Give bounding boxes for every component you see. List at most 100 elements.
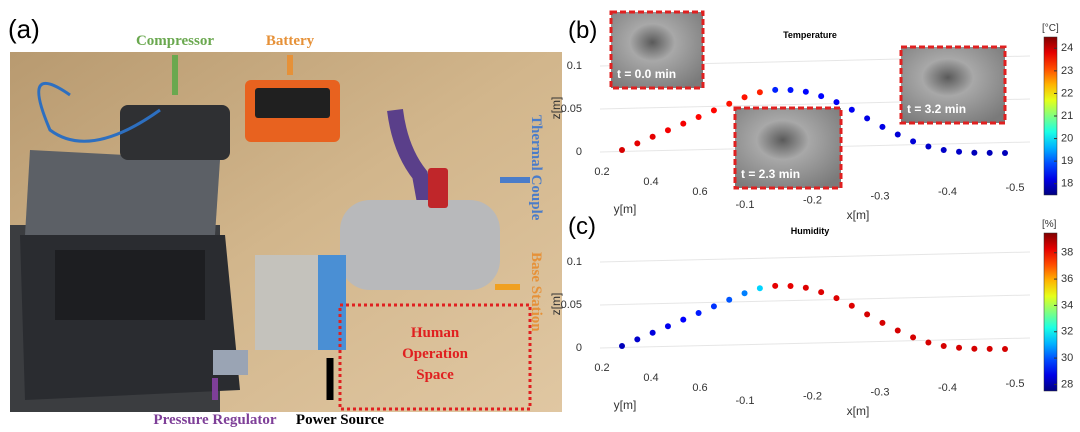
data-point bbox=[925, 339, 932, 346]
y-tick-label: 0.4 bbox=[643, 372, 658, 384]
data-point bbox=[1002, 346, 1008, 352]
x-tick-label: -0.3 bbox=[871, 190, 890, 202]
annotation: Space bbox=[416, 367, 454, 383]
annotation: Thermal Couple bbox=[528, 115, 544, 221]
data-point bbox=[848, 106, 855, 113]
data-point bbox=[986, 345, 993, 352]
thermometer bbox=[428, 168, 448, 208]
data-point bbox=[695, 114, 702, 120]
data-point bbox=[756, 285, 763, 292]
annotation: Compressor bbox=[136, 33, 214, 49]
data-point bbox=[802, 88, 809, 95]
z-axis-label: z[m] bbox=[549, 97, 563, 120]
data-point bbox=[864, 115, 871, 122]
colorbar-tick-label: 32 bbox=[1061, 326, 1073, 338]
thermal-image bbox=[609, 10, 705, 90]
data-point bbox=[772, 86, 779, 93]
data-point bbox=[818, 289, 825, 296]
thermal-image bbox=[899, 45, 1007, 125]
data-point bbox=[848, 302, 855, 309]
data-point bbox=[634, 140, 641, 147]
data-point bbox=[619, 147, 625, 153]
regulator bbox=[213, 350, 248, 375]
laptop-screen bbox=[25, 150, 220, 235]
data-point bbox=[925, 143, 932, 150]
annotation: Human bbox=[411, 325, 460, 341]
data-point bbox=[833, 295, 840, 302]
colorbar-tick-label: 36 bbox=[1061, 273, 1073, 285]
data-point bbox=[940, 147, 947, 153]
chart-title: Humidity bbox=[791, 226, 830, 236]
keys bbox=[55, 250, 205, 320]
colorbar-tick-label: 20 bbox=[1061, 132, 1073, 144]
colorbar-tick-label: 38 bbox=[1061, 247, 1073, 259]
z-tick-label: 0 bbox=[576, 146, 582, 158]
y-tick-label: 0.2 bbox=[594, 166, 609, 178]
base-station bbox=[340, 200, 500, 290]
data-point bbox=[680, 120, 687, 127]
z-tick-label: 0.05 bbox=[561, 299, 582, 311]
x-tick-label: -0.5 bbox=[1006, 378, 1025, 390]
data-point bbox=[695, 310, 702, 316]
data-point bbox=[864, 311, 871, 318]
data-point bbox=[710, 107, 717, 114]
thermal-image bbox=[733, 106, 843, 190]
grid-line bbox=[599, 337, 1031, 349]
data-point bbox=[956, 344, 963, 351]
y-tick-label: 0.2 bbox=[594, 362, 609, 374]
photo bbox=[10, 52, 562, 412]
annotation-arrows bbox=[172, 55, 532, 411]
colorbar-tick-label: 24 bbox=[1061, 42, 1073, 54]
heatsink bbox=[318, 255, 346, 350]
data-point bbox=[956, 148, 963, 155]
data-point bbox=[971, 149, 978, 156]
z-axis-label: z[m] bbox=[549, 293, 563, 316]
inset-label: t = 3.2 min bbox=[907, 102, 966, 116]
x-axis-label: x[m] bbox=[847, 404, 870, 418]
colorbar-tick-label: 28 bbox=[1061, 378, 1073, 390]
x-tick-label: -0.2 bbox=[803, 195, 822, 207]
z-tick-label: 0.05 bbox=[561, 103, 582, 115]
x-tick-label: -0.2 bbox=[803, 391, 822, 403]
data-point bbox=[910, 334, 917, 341]
data-point bbox=[833, 99, 840, 106]
data-point bbox=[726, 296, 733, 303]
colorbar bbox=[1043, 232, 1058, 392]
annotation: Battery bbox=[266, 33, 315, 49]
data-point bbox=[971, 345, 978, 352]
data-point bbox=[741, 94, 748, 101]
data-point bbox=[619, 343, 625, 349]
y-axis-label: y[m] bbox=[614, 202, 637, 216]
data-point bbox=[680, 316, 687, 323]
colorbar-tick-label: 22 bbox=[1061, 87, 1073, 99]
grid-line bbox=[599, 294, 1031, 306]
data-point bbox=[664, 127, 671, 134]
data-point bbox=[879, 319, 886, 326]
y-tick-label: 0.4 bbox=[643, 176, 658, 188]
y-tick-label: 0.6 bbox=[692, 186, 707, 198]
panel-label: (b) bbox=[568, 17, 597, 44]
y-axis-label: y[m] bbox=[614, 398, 637, 412]
colorbar-tick-label: 23 bbox=[1061, 65, 1073, 77]
data-point bbox=[894, 131, 901, 138]
x-tick-label: -0.4 bbox=[938, 382, 957, 394]
data-point bbox=[741, 290, 748, 297]
grid-line bbox=[599, 251, 1031, 263]
colorbar-tick-label: 19 bbox=[1061, 155, 1073, 167]
z-tick-label: 0.1 bbox=[567, 60, 582, 72]
hose bbox=[387, 108, 438, 232]
colorbar-label: [°C] bbox=[1042, 23, 1059, 34]
colorbar-tick-label: 34 bbox=[1061, 299, 1073, 311]
y-tick-label: 0.6 bbox=[692, 382, 707, 394]
x-tick-label: -0.1 bbox=[736, 395, 755, 407]
x-axis-label: x[m] bbox=[847, 208, 870, 222]
annotation: Base Station bbox=[528, 252, 544, 332]
data-point bbox=[940, 343, 947, 349]
panel-label: (c) bbox=[568, 213, 596, 240]
data-point bbox=[910, 138, 917, 145]
annotation: Power Source bbox=[296, 412, 385, 428]
data-point bbox=[894, 327, 901, 334]
operation-box bbox=[338, 303, 532, 411]
data-point bbox=[649, 329, 656, 336]
